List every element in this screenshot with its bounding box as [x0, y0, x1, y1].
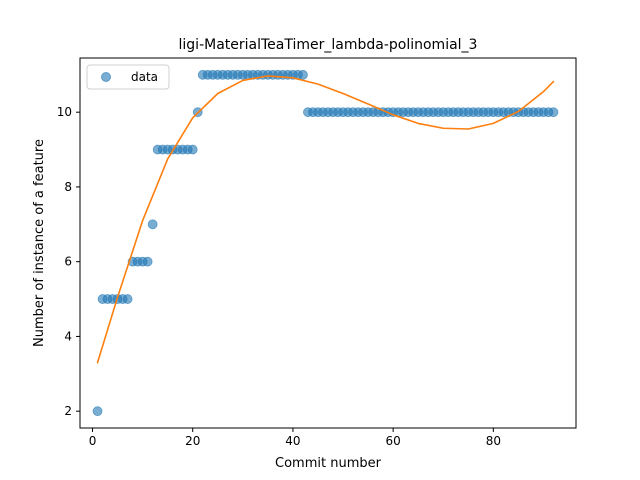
x-tick-label: 40: [285, 434, 300, 448]
y-tick-label: 6: [64, 255, 72, 269]
y-tick-label: 4: [64, 329, 72, 343]
legend: data: [86, 64, 170, 90]
x-axis: 0 20 40 60 80: [89, 428, 501, 448]
fit-line: [96, 75, 555, 364]
chart-title: ligi-MaterialTeaTimer_lambda-polinomial_…: [179, 37, 478, 53]
plot-frame: [79, 57, 577, 429]
data-point: [147, 219, 158, 230]
y-tick-label: 2: [64, 404, 72, 418]
data-point: [298, 69, 308, 80]
x-axis-label: Commit number: [275, 456, 382, 471]
y-tick-label: 10: [57, 105, 72, 119]
x-tick-label: 80: [486, 434, 501, 448]
legend-box: [86, 64, 170, 90]
data-point: [548, 107, 559, 118]
x-tick-label: 60: [385, 434, 400, 448]
legend-label-data: data: [131, 70, 158, 84]
data-point: [92, 406, 103, 417]
data-point: [122, 294, 133, 304]
x-tick-label: 20: [185, 434, 200, 448]
y-axis: 2 4 6 8 10: [57, 105, 80, 418]
data-point: [187, 144, 198, 155]
x-tick-label: 0: [89, 434, 97, 448]
y-axis-label: Number of instance of a feature: [32, 139, 47, 347]
y-tick-label: 8: [64, 180, 72, 194]
data-point: [142, 256, 153, 267]
plot-area: [92, 69, 559, 417]
legend-marker-data: [101, 72, 111, 82]
